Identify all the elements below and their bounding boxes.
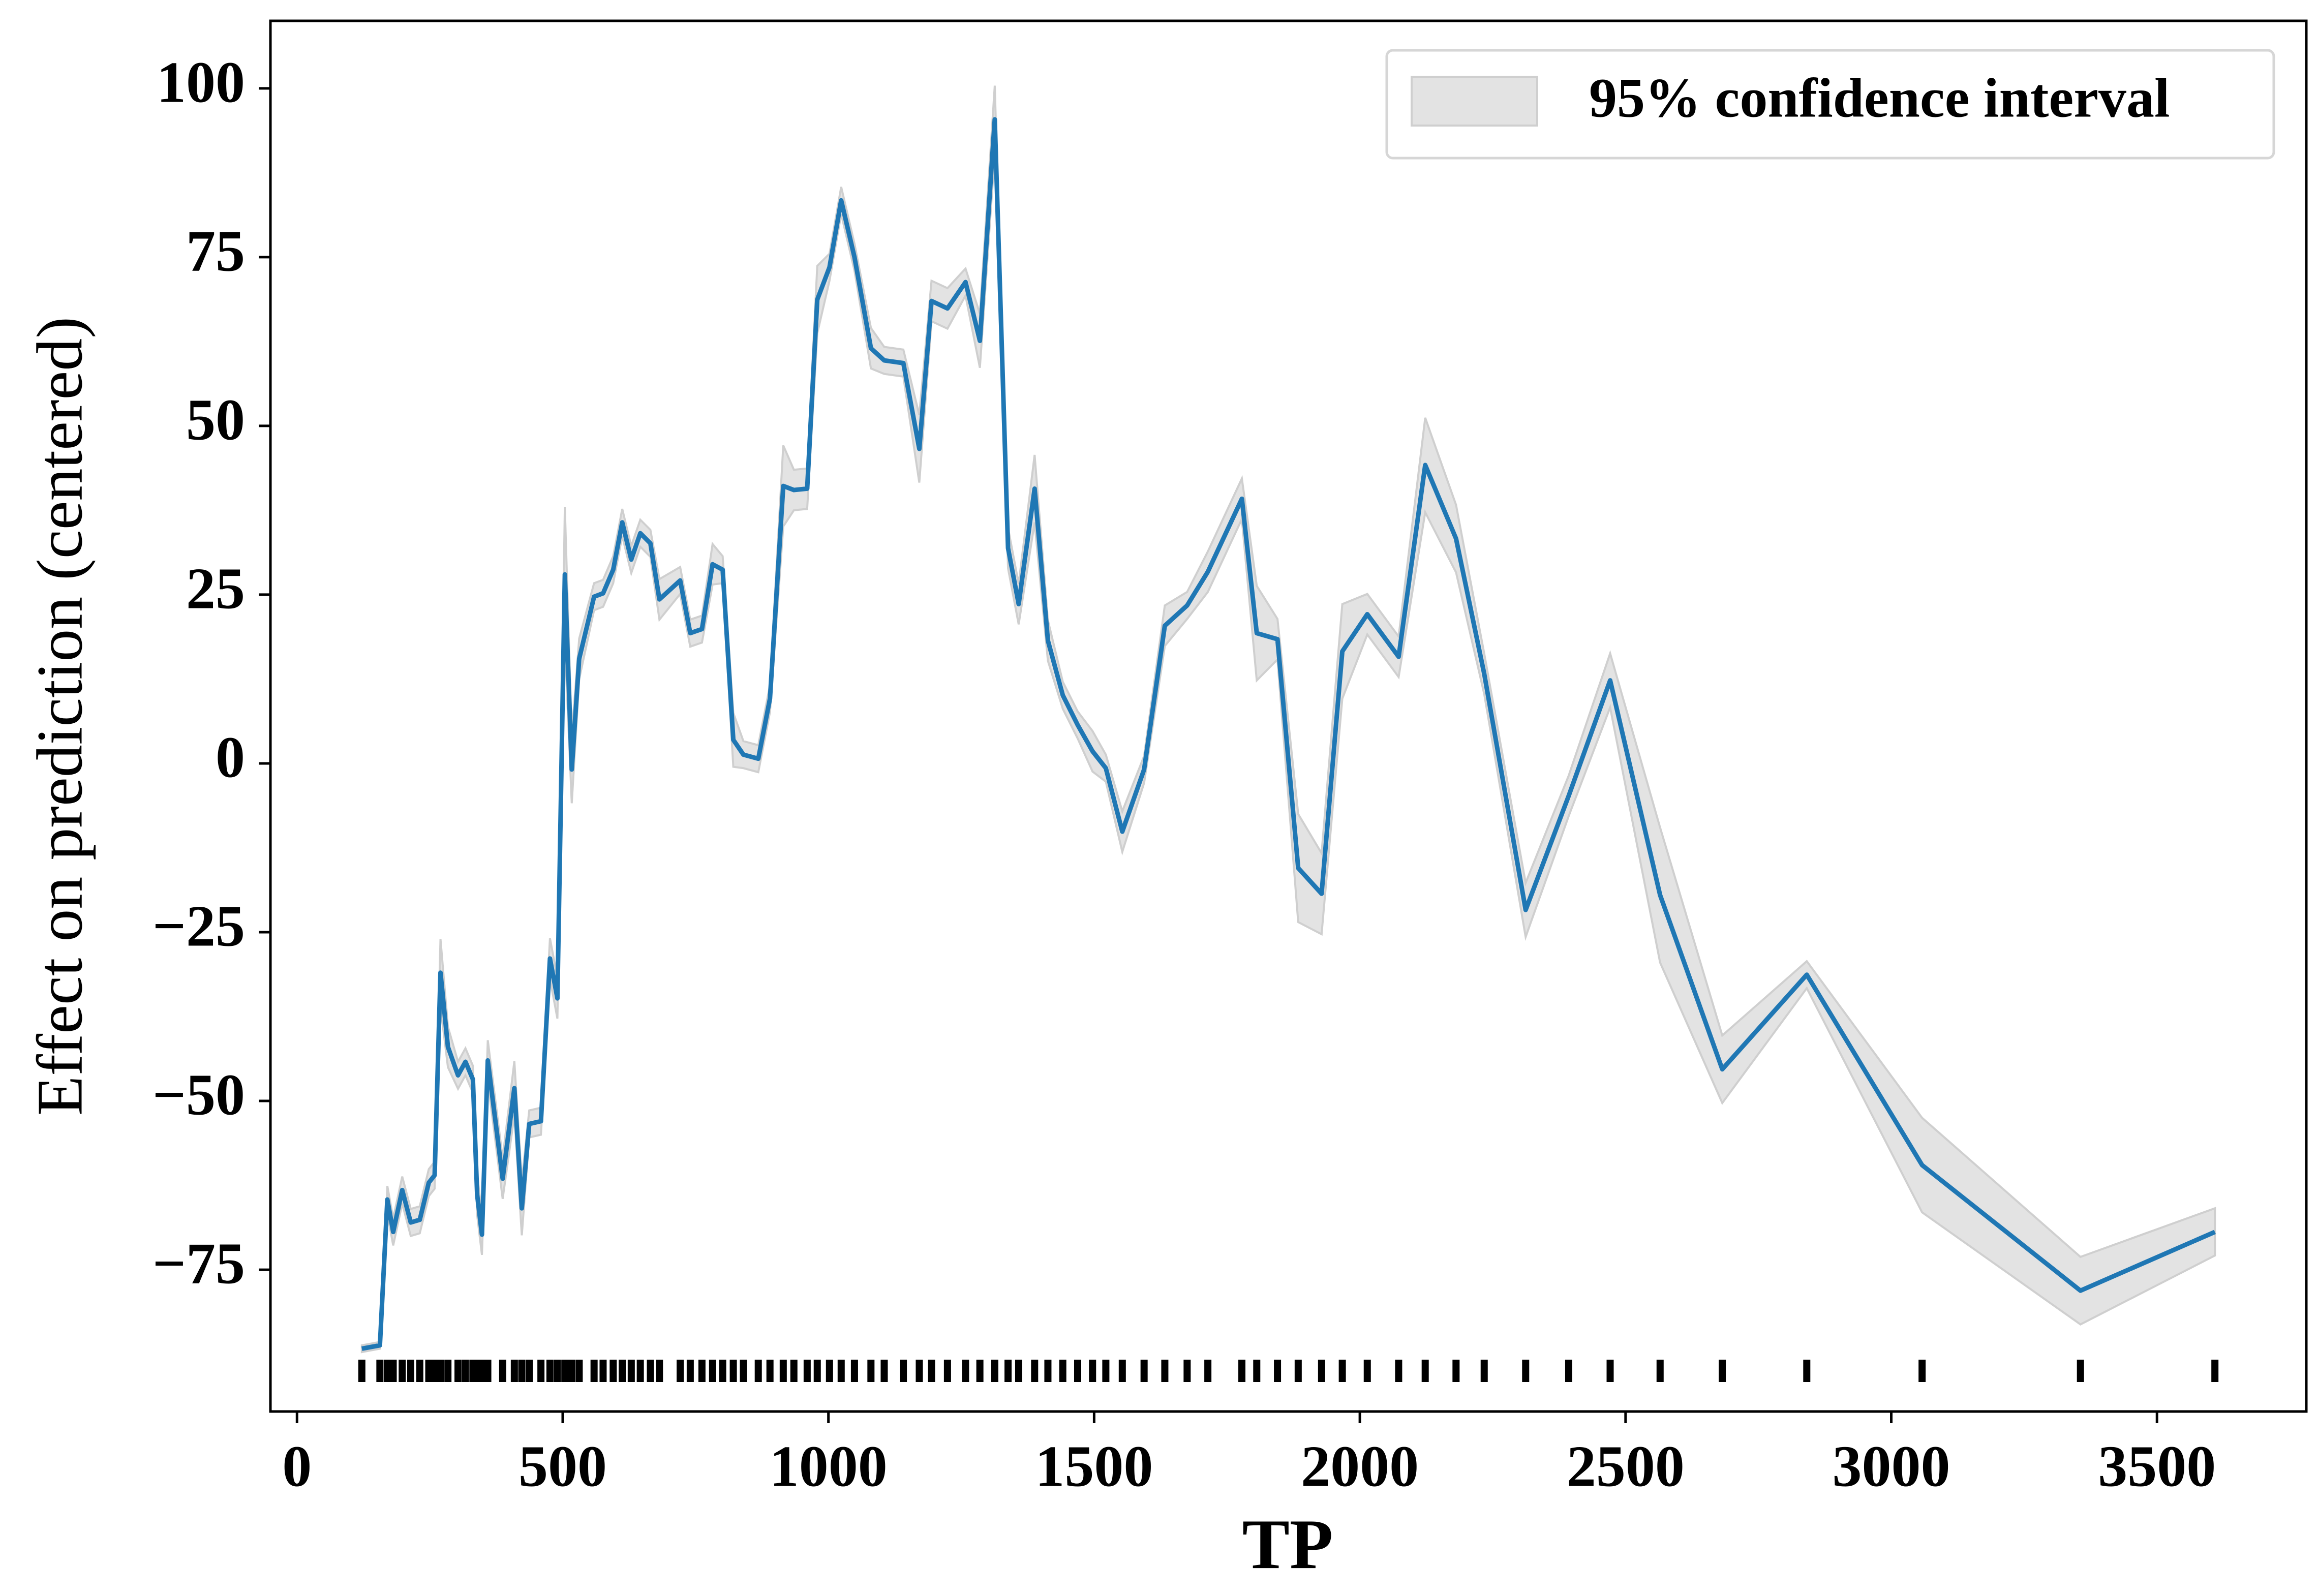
legend-box (1385, 49, 2275, 160)
y-tick-label: −50 (152, 1063, 245, 1128)
plot-frame (269, 19, 2308, 1413)
x-axis-label: TP (1242, 1505, 1333, 1584)
y-tick-label: −75 (152, 1232, 245, 1297)
x-tick-label: 500 (518, 1434, 607, 1499)
effect-line (361, 117, 2216, 1351)
y-tick-label: −25 (152, 894, 245, 959)
x-tick-label: 3000 (1833, 1434, 1950, 1499)
y-axis-label: Effect on prediction (centered) (23, 317, 96, 1116)
x-tick-label: 1000 (770, 1434, 888, 1499)
y-tick-label: 75 (186, 219, 245, 284)
x-tick-label: 0 (282, 1434, 312, 1499)
legend-label: 95% confidence interval (1589, 67, 2170, 129)
y-tick-label: 100 (157, 50, 245, 115)
y-tick-label: 50 (186, 388, 245, 453)
legend-swatch (1411, 76, 1538, 127)
x-tick-label: 2000 (1301, 1434, 1419, 1499)
confidence-band (360, 85, 2216, 1354)
x-tick-label: 3500 (2098, 1434, 2216, 1499)
x-tick-label: 2500 (1567, 1434, 1685, 1499)
y-tick-label: 25 (186, 557, 245, 622)
x-tick-label: 1500 (1035, 1434, 1153, 1499)
y-tick-label: 0 (216, 725, 245, 790)
